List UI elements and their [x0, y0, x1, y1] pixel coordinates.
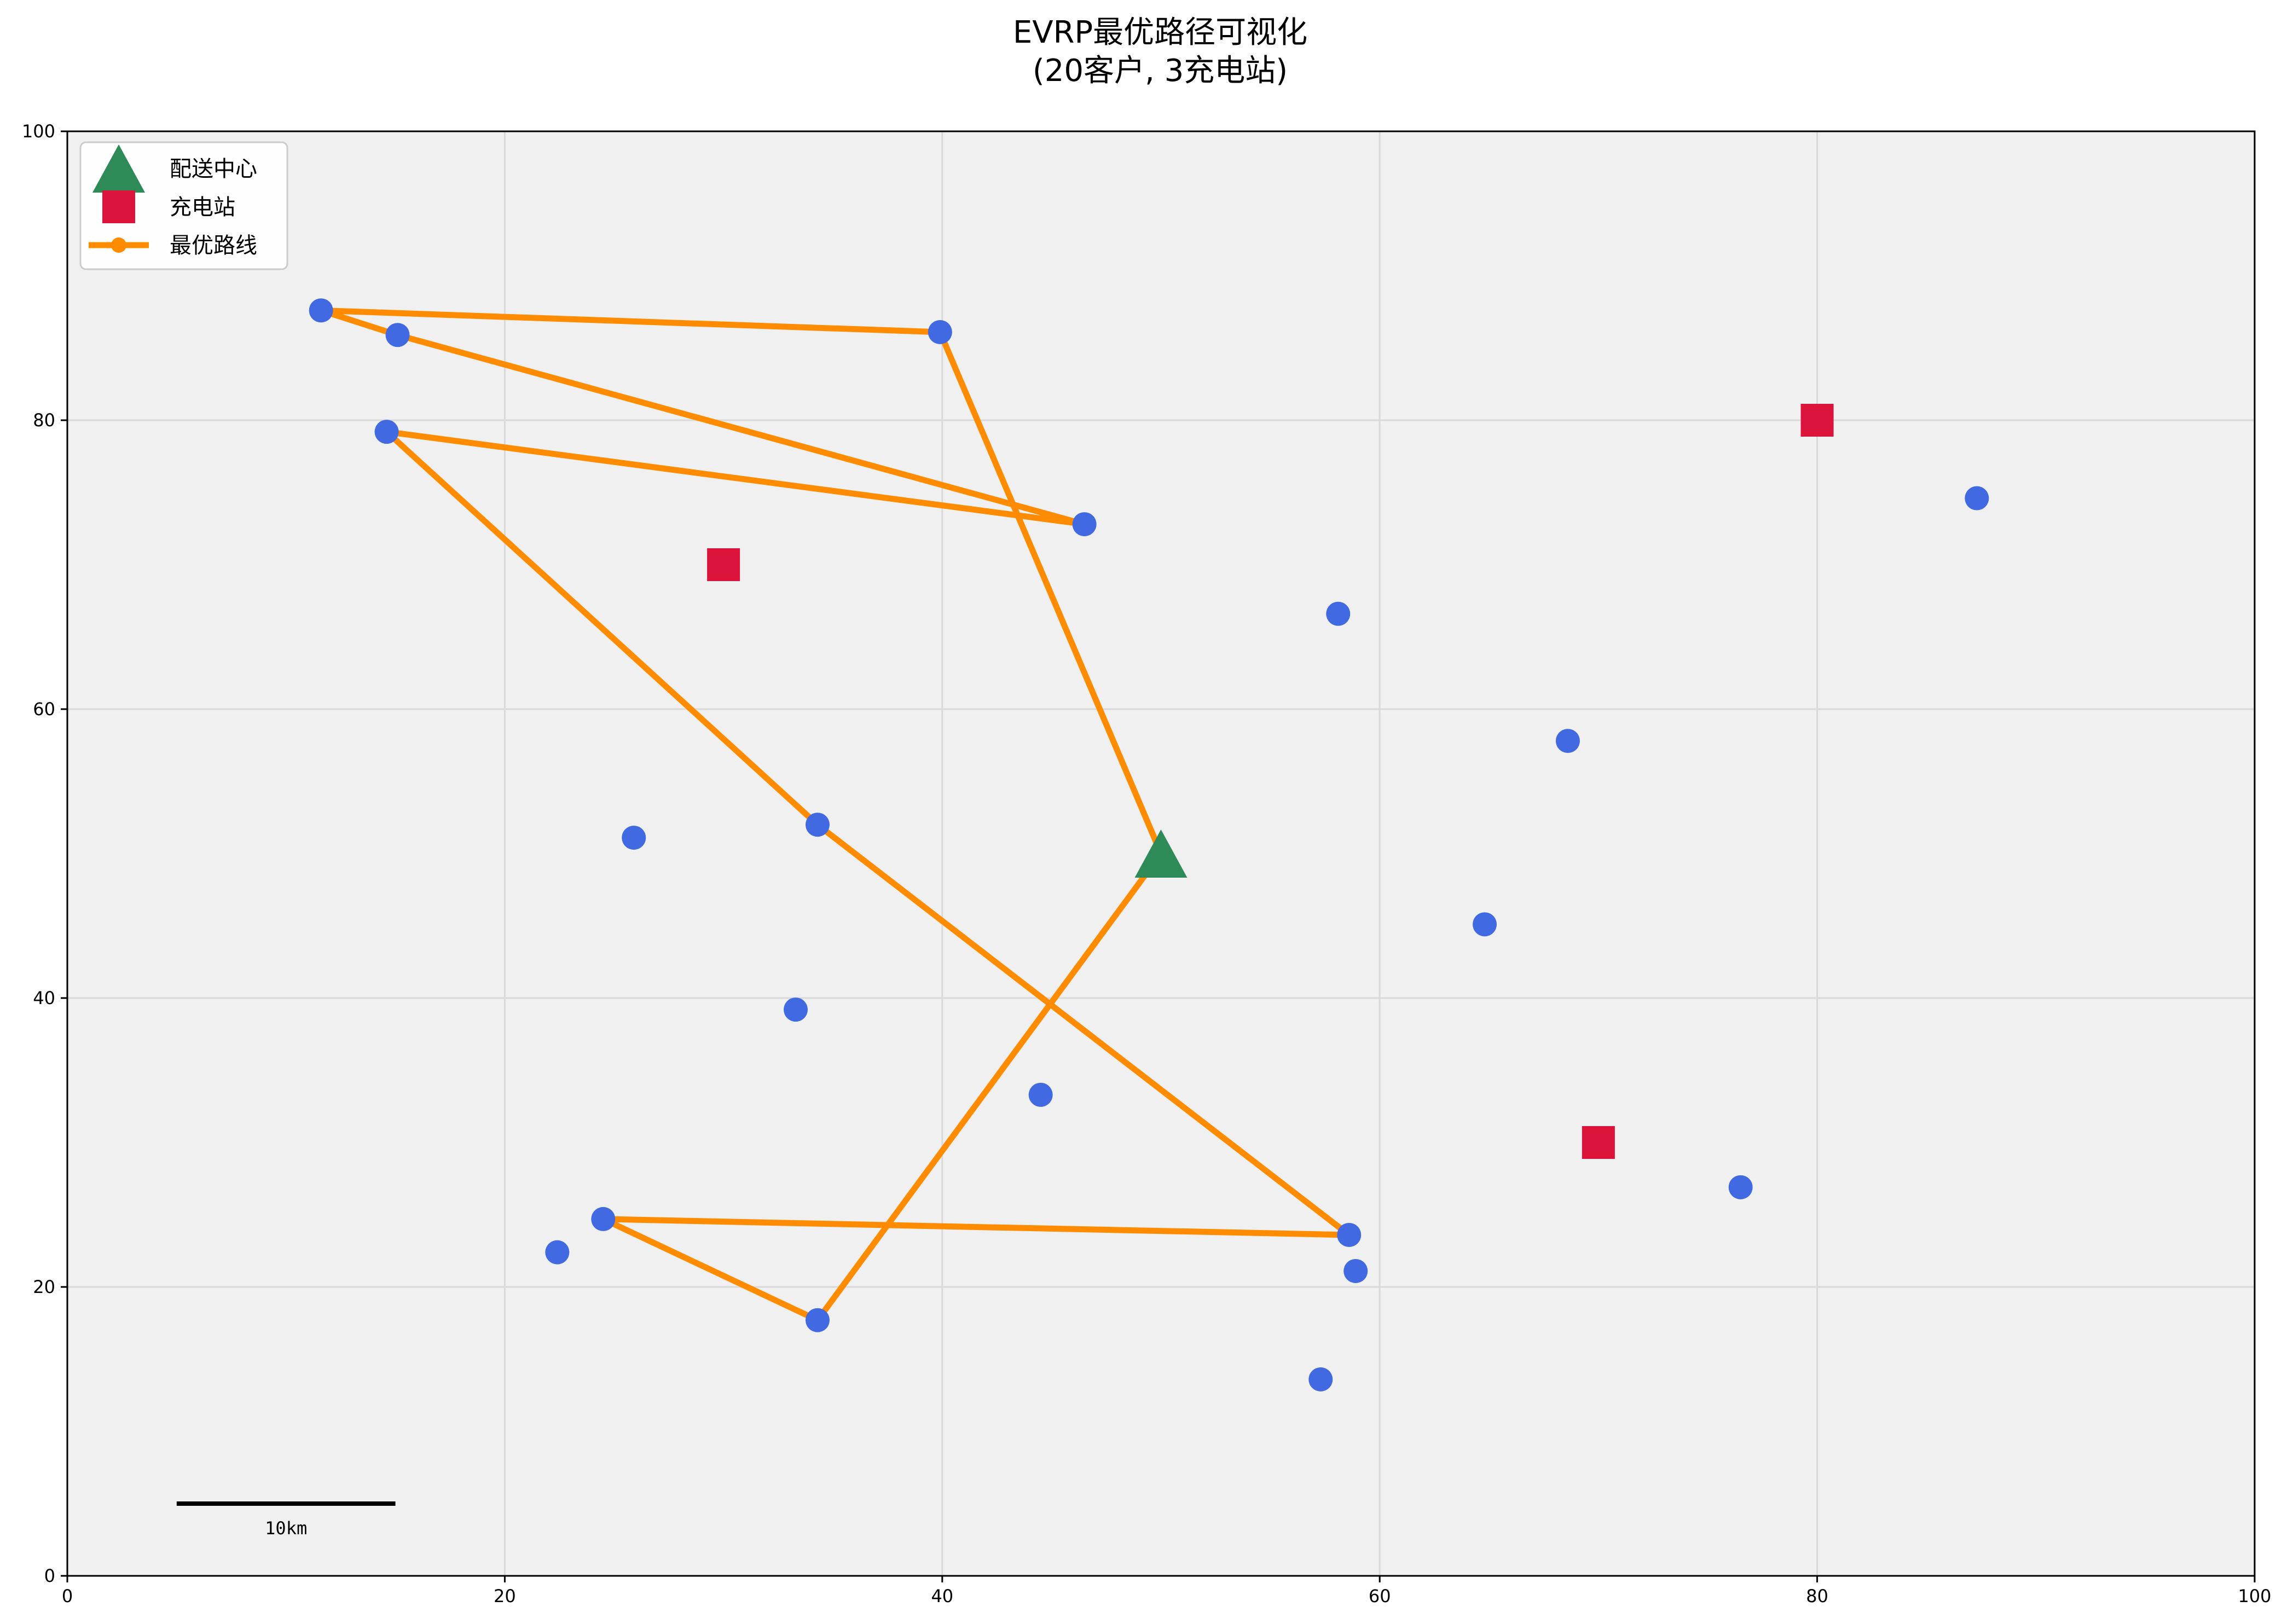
station-marker-2: [1582, 1126, 1615, 1159]
scale-bar-label: 10km: [265, 1518, 307, 1539]
y-tick-label-3: 60: [33, 699, 55, 720]
customer-point-18: [805, 1308, 830, 1332]
chart-title: EVRP最优路径可视化: [1013, 15, 1307, 50]
customer-point-15: [545, 1240, 570, 1265]
customer-point-0: [309, 298, 333, 323]
customer-point-10: [1473, 912, 1497, 937]
legend-triangle-icon: [92, 144, 145, 193]
customer-point-16: [1337, 1222, 1362, 1247]
y-tick-label-0: 0: [44, 1565, 55, 1586]
x-tick-label-3: 60: [1369, 1586, 1391, 1606]
station-marker-0: [707, 548, 740, 581]
x-tick-label-4: 80: [1806, 1586, 1828, 1606]
legend-label-0: 配送中心: [170, 156, 257, 182]
station-marker-1: [1800, 404, 1834, 437]
customer-point-13: [1728, 1175, 1753, 1199]
customer-point-8: [622, 825, 646, 850]
customer-point-3: [374, 420, 399, 444]
customer-point-4: [1072, 512, 1097, 537]
customer-point-1: [385, 323, 410, 347]
customer-point-7: [1555, 729, 1580, 753]
legend-label-2: 最优路线: [170, 233, 257, 258]
legend-square-icon: [102, 190, 135, 223]
customer-point-17: [1343, 1258, 1368, 1283]
plot-frame: [66, 130, 2256, 1577]
x-tick-label-1: 20: [494, 1586, 516, 1606]
customer-point-19: [1308, 1367, 1333, 1391]
customer-point-2: [928, 320, 952, 344]
customer-point-12: [1028, 1082, 1053, 1107]
legend-route-dot-icon: [111, 237, 126, 253]
legend-label-1: 充电站: [170, 195, 235, 220]
y-tick-label-5: 100: [22, 121, 55, 142]
x-tick-label-5: 100: [2238, 1586, 2271, 1606]
customer-point-6: [1326, 601, 1351, 626]
x-tick-label-2: 40: [931, 1586, 953, 1606]
customer-point-14: [591, 1207, 616, 1231]
customer-point-5: [1965, 486, 1989, 511]
y-tick-label-2: 40: [33, 988, 55, 1008]
customer-point-11: [784, 997, 808, 1022]
depot-marker: [1134, 830, 1188, 878]
x-tick-label-0: 0: [62, 1586, 73, 1606]
chart-subtitle: (20客户, 3充电站): [1033, 53, 1288, 89]
y-tick-label-4: 80: [33, 410, 55, 431]
y-tick-label-1: 20: [33, 1277, 55, 1297]
customer-point-9: [805, 813, 830, 837]
